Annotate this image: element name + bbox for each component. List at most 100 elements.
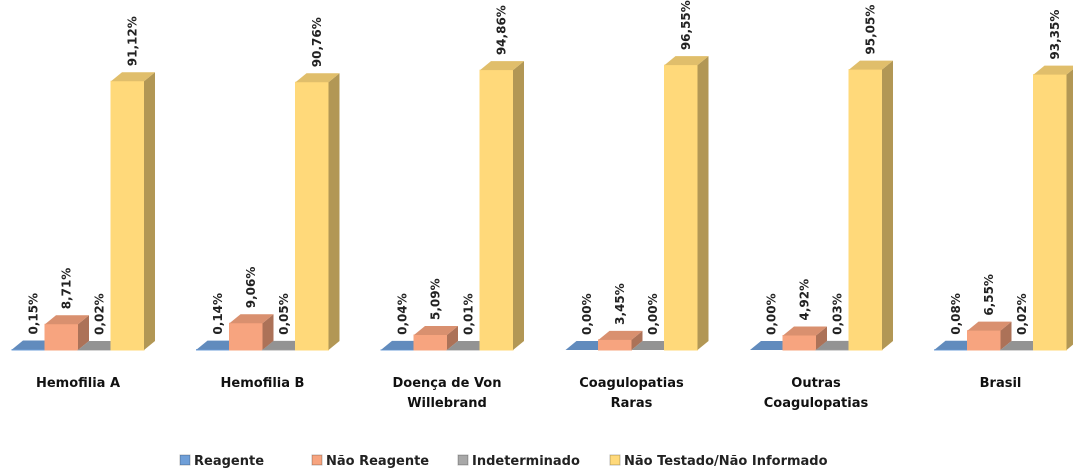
legend-label: Não Reagente	[326, 454, 429, 469]
bar-side-shade	[262, 314, 274, 350]
bar-top-shade	[598, 330, 643, 340]
data-label: 0,03%	[831, 293, 845, 335]
legend-label: Reagente	[194, 454, 264, 469]
data-label: 0,02%	[93, 293, 107, 335]
bar-side	[1066, 69, 1073, 350]
data-label: 0,04%	[396, 293, 410, 335]
bar-top	[967, 321, 1012, 331]
legend-swatch	[179, 454, 191, 466]
data-label: 93,35%	[1048, 10, 1062, 60]
bar-side	[882, 60, 893, 350]
legend-swatch	[609, 454, 621, 466]
bar-top-shade	[1033, 65, 1073, 75]
bar-side-shade	[78, 315, 89, 350]
bar-top-shade	[229, 314, 274, 324]
bar-top-shade	[783, 326, 827, 336]
data-label: 0,05%	[277, 293, 291, 335]
bar-top-shade	[45, 315, 89, 325]
bar-3d	[44, 315, 89, 351]
bar	[110, 80, 145, 351]
data-label: 0,14%	[211, 293, 225, 335]
x-tick-label: Hemofilia A	[35, 376, 121, 391]
data-label: 0,00%	[765, 293, 779, 335]
bar	[848, 69, 883, 351]
bar-side-shade	[447, 325, 458, 350]
bar-side	[816, 326, 827, 350]
bar-side	[697, 56, 709, 351]
bar	[229, 322, 263, 351]
bar-top	[111, 72, 155, 82]
data-label: 3,45%	[613, 283, 627, 325]
legend-swatch	[457, 454, 469, 466]
bar-top-shade	[664, 56, 709, 66]
x-tick-label: Brasil	[979, 376, 1022, 391]
bar-side	[328, 73, 340, 351]
bar-3d	[413, 325, 458, 351]
bar-top-shade	[295, 73, 340, 83]
bar-side	[513, 61, 524, 351]
x-tick-label: Outras Coagulopatias	[763, 376, 869, 411]
data-label: 94,86%	[495, 5, 509, 55]
data-label: 5,09%	[429, 278, 443, 320]
bar	[44, 323, 79, 351]
data-label: 6,55%	[982, 274, 996, 316]
data-label: 4,92%	[798, 279, 812, 321]
bar-side-shade	[816, 326, 827, 350]
bar	[295, 81, 329, 351]
bar	[664, 64, 698, 351]
data-label: 96,55%	[679, 0, 693, 50]
bar	[1033, 74, 1067, 351]
bar-top	[849, 60, 893, 70]
bar-3d	[1033, 65, 1073, 351]
data-label: 0,01%	[462, 293, 476, 335]
bar-side	[262, 314, 274, 350]
data-label: 90,76%	[310, 17, 324, 67]
data-label: 0,00%	[646, 293, 660, 335]
bar-top	[1033, 65, 1073, 75]
bar-side	[447, 325, 458, 350]
bar-side	[144, 72, 155, 351]
legend-label: Não Testado/Não Informado	[624, 454, 828, 469]
bar-top	[664, 56, 709, 66]
bar-side-shade	[697, 56, 709, 351]
bar-top-shade	[111, 72, 155, 82]
data-label: 95,05%	[864, 5, 878, 55]
data-label: 8,71%	[60, 268, 74, 310]
bar-side	[631, 330, 643, 350]
bar	[967, 330, 1001, 351]
bar-3d	[848, 60, 893, 351]
bar-side-shade	[1000, 321, 1012, 350]
bar-top-shade	[414, 325, 458, 335]
bar-3d	[967, 321, 1012, 351]
bar-side-shade	[328, 73, 340, 351]
bar-top	[480, 61, 524, 71]
data-label: 9,06%	[244, 267, 258, 309]
bar-top	[295, 73, 340, 83]
data-label: 91,12%	[126, 16, 140, 66]
data-label: 0,02%	[1015, 293, 1029, 335]
bar-side-shade	[1066, 69, 1073, 350]
bar	[479, 69, 514, 351]
bar-3d	[598, 330, 643, 351]
bar	[413, 334, 448, 351]
bar-top-shade	[480, 61, 524, 71]
bar-3d	[479, 61, 524, 351]
bar-side-shade	[144, 72, 155, 351]
bar-top	[229, 314, 274, 324]
bar-side-shade	[631, 330, 643, 350]
bar-3d	[295, 73, 340, 351]
data-label: 0,15%	[27, 293, 41, 335]
bar-3d	[664, 56, 709, 351]
bar-top	[783, 326, 827, 336]
bar-3d	[110, 72, 155, 351]
bar-top	[414, 325, 458, 335]
bar-3d	[782, 326, 827, 351]
x-tick-label: Coagulopatias Raras	[579, 376, 684, 411]
bar-side	[1000, 321, 1012, 350]
data-label: 0,08%	[949, 293, 963, 335]
bar-3d	[229, 314, 274, 351]
data-label: 0,00%	[580, 293, 594, 335]
bar-top-shade	[849, 60, 893, 70]
